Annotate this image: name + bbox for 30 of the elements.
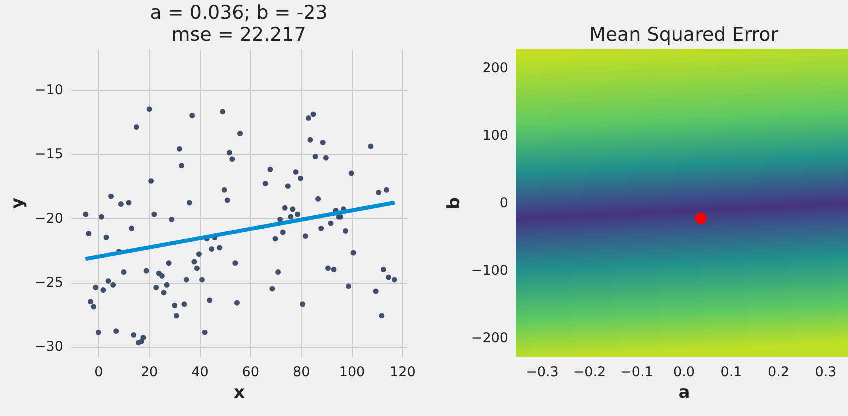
y-tick-label: −15 (35, 146, 64, 163)
y-tick-label: 100 (482, 128, 508, 144)
x-axis-title: x (234, 383, 246, 403)
x-tick-label: 0 (94, 364, 104, 380)
y-tick-label: 200 (482, 60, 508, 76)
y-tick-label: −30 (35, 339, 64, 356)
x-tick-label: 80 (292, 364, 310, 380)
x-tick-label: 0.1 (720, 364, 742, 380)
y-tick-label: −25 (35, 275, 64, 292)
x-tick-label: −0.1 (620, 364, 654, 380)
y-tick-label: −10 (35, 82, 64, 99)
x-tick-label: 40 (192, 364, 209, 380)
x-tick-label: 120 (390, 364, 416, 380)
x-axis-title: a (678, 383, 690, 403)
y-axis-title: b (444, 197, 464, 210)
x-tick-label: 20 (140, 364, 158, 380)
y-tick-label: −200 (471, 330, 508, 347)
chart-title: Mean Squared Error (589, 24, 779, 46)
x-tick-label: 0.2 (768, 364, 790, 380)
x-tick-label: 0.0 (674, 364, 696, 380)
x-tick-label: 100 (339, 364, 366, 380)
y-tick-label: −20 (35, 210, 64, 227)
x-tick-label: 60 (242, 364, 260, 380)
x-tick-label: −0.2 (573, 364, 606, 380)
chart-title: a = 0.036; b = -23 mse = 22.217 (150, 2, 328, 46)
x-tick-label: −0.3 (526, 364, 559, 380)
x-tick-label: 0.3 (815, 364, 837, 380)
y-tick-label: −100 (471, 263, 508, 280)
y-tick-label: 0 (500, 196, 508, 212)
y-axis-title: y (8, 198, 28, 210)
